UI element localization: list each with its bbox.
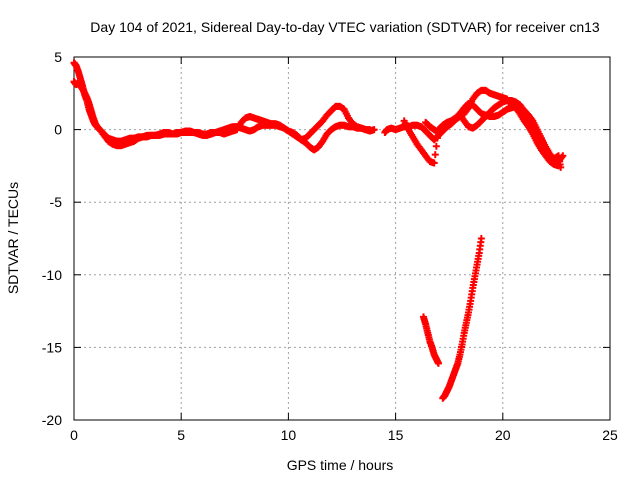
y-tick-label: -20 <box>42 412 62 428</box>
data-point <box>370 126 378 134</box>
x-tick-label: 0 <box>70 427 78 443</box>
chart-title: Day 104 of 2021, Sidereal Day-to-day VTE… <box>90 19 600 35</box>
data-points <box>70 59 567 402</box>
series <box>70 59 374 154</box>
data-point <box>557 163 565 171</box>
x-tick-label: 15 <box>388 427 404 443</box>
y-tick-label: 0 <box>54 122 62 138</box>
y-tick-label: -10 <box>42 267 62 283</box>
series <box>422 99 567 166</box>
plot-frame <box>73 56 611 421</box>
data-point <box>433 134 441 142</box>
y-tick-label: 5 <box>54 49 62 65</box>
x-axis-label: GPS time / hours <box>287 457 394 473</box>
x-tick-label: 20 <box>495 427 511 443</box>
y-tick-label: -15 <box>42 339 62 355</box>
x-tick-label: 10 <box>281 427 297 443</box>
series <box>70 78 378 150</box>
series <box>439 235 485 402</box>
data-point <box>434 359 442 367</box>
x-tick-label: 5 <box>177 427 185 443</box>
data-point <box>430 159 438 167</box>
data-point <box>431 151 439 159</box>
x-tick-label: 25 <box>602 427 618 443</box>
y-axis-label: SDTVAR / TECUs <box>5 182 21 294</box>
series <box>419 313 442 367</box>
data-point <box>477 235 485 242</box>
y-tick-label: -5 <box>50 194 63 210</box>
grid-lines <box>74 57 610 420</box>
axis-ticks: 0 5 10 15 20 25 -20 -15 -10 -5 0 5 <box>42 49 618 443</box>
data-point <box>559 152 567 160</box>
data-point <box>432 142 440 150</box>
